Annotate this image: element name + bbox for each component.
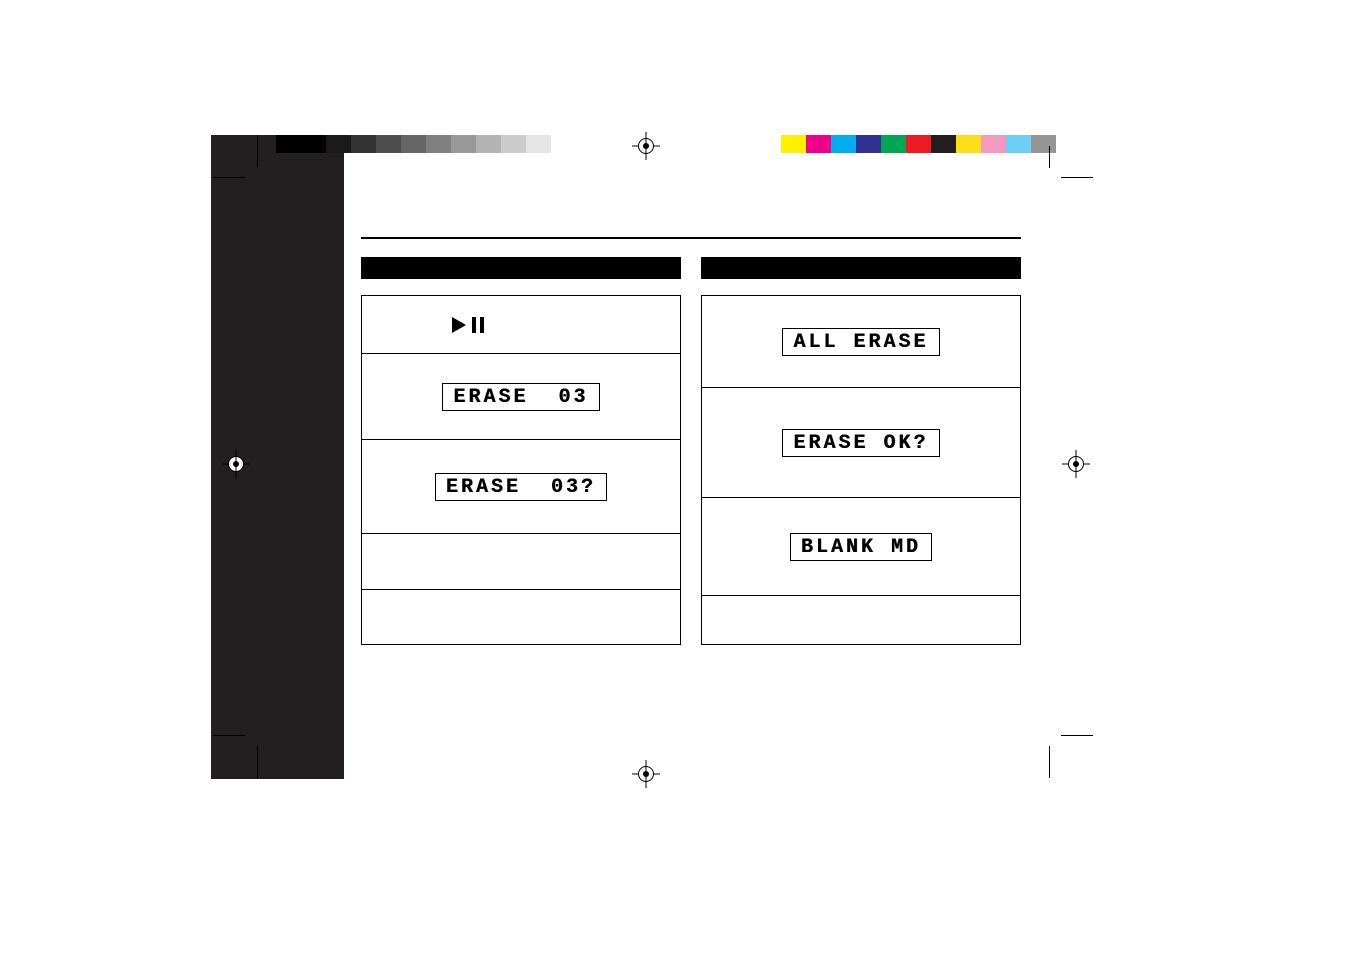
grayscale-swatch	[301, 135, 326, 153]
registration-mark-icon	[222, 450, 250, 478]
grayscale-swatch	[526, 135, 551, 153]
color-calibration-bar	[781, 135, 1056, 153]
color-swatch	[956, 135, 981, 153]
color-swatch	[931, 135, 956, 153]
registration-mark-icon	[632, 760, 660, 788]
column-header-right	[701, 257, 1021, 279]
instruction-step: ERASE 03?	[362, 440, 680, 534]
lcd-display: ERASE 03?	[435, 473, 607, 501]
crop-tick	[1049, 746, 1050, 778]
grayscale-swatch	[401, 135, 426, 153]
crop-tick	[1061, 735, 1093, 736]
color-swatch	[781, 135, 806, 153]
instruction-step: ERASE 03	[362, 354, 680, 440]
instruction-panel-erase-track: ERASE 03 ERASE 03?	[361, 295, 681, 645]
grayscale-swatch	[351, 135, 376, 153]
color-swatch	[806, 135, 831, 153]
color-swatch	[831, 135, 856, 153]
grayscale-swatch	[451, 135, 476, 153]
instruction-step: BLANK MD	[702, 498, 1020, 596]
instruction-step	[362, 534, 680, 590]
grayscale-swatch	[276, 135, 301, 153]
lcd-display: ALL ERASE	[782, 328, 939, 356]
section-rule	[361, 237, 1021, 239]
grayscale-calibration-bar	[276, 135, 551, 153]
registration-mark-icon	[632, 132, 660, 160]
grayscale-swatch	[426, 135, 451, 153]
grayscale-swatch	[326, 135, 351, 153]
color-swatch	[981, 135, 1006, 153]
instruction-panel-erase-all: ALL ERASE ERASE OK? BLANK MD	[701, 295, 1021, 645]
color-swatch	[881, 135, 906, 153]
crop-tick	[257, 135, 258, 167]
crop-tick	[257, 746, 258, 778]
instruction-step	[362, 296, 680, 354]
grayscale-swatch	[476, 135, 501, 153]
instruction-step	[362, 590, 680, 646]
crop-tick	[213, 177, 245, 178]
instruction-step: ERASE OK?	[702, 388, 1020, 498]
grayscale-swatch	[376, 135, 401, 153]
lcd-display: BLANK MD	[790, 533, 932, 561]
color-swatch	[856, 135, 881, 153]
registration-mark-icon	[1062, 450, 1090, 478]
instruction-step: ALL ERASE	[702, 296, 1020, 388]
crop-tick	[1049, 146, 1050, 168]
instruction-step	[702, 596, 1020, 646]
color-swatch	[906, 135, 931, 153]
crop-tick	[1061, 177, 1093, 178]
crop-tick	[213, 735, 245, 736]
column-header-left	[361, 257, 681, 279]
color-swatch	[1006, 135, 1031, 153]
color-swatch	[1031, 135, 1056, 153]
lcd-display: ERASE 03	[442, 383, 599, 411]
grayscale-swatch	[501, 135, 526, 153]
play-pause-icon	[452, 317, 488, 333]
lcd-display: ERASE OK?	[782, 429, 939, 457]
